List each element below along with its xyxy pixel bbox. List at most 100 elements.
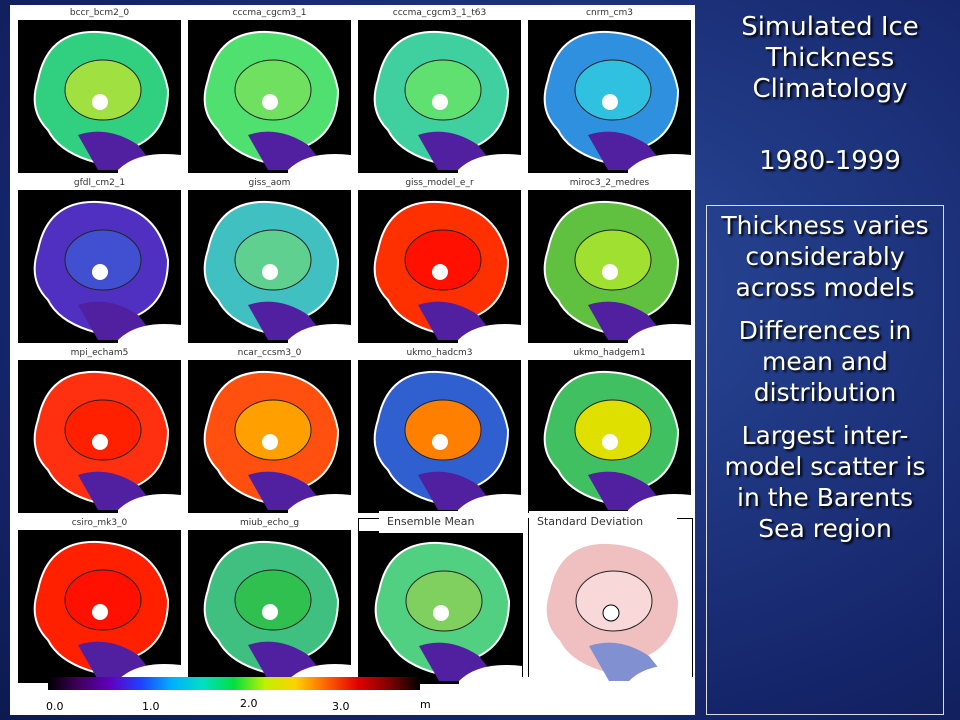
- land: [628, 324, 691, 343]
- model-panel: giss_aom: [188, 178, 351, 343]
- model-panel: giss_model_e_r: [358, 178, 521, 343]
- land: [458, 154, 521, 173]
- ice-map: [528, 20, 691, 173]
- ice-map: [188, 360, 351, 513]
- pole-marker: [602, 264, 618, 280]
- summary-panel: Ensemble Mean: [358, 511, 527, 684]
- pole-marker: [432, 434, 448, 450]
- ice-map: [18, 190, 181, 343]
- land: [629, 665, 692, 684]
- pole-marker: [432, 264, 448, 280]
- ice-core: [234, 569, 312, 631]
- panel-title: miroc3_2_medres: [569, 178, 650, 188]
- colorbar-label: 3.0: [332, 700, 350, 713]
- panel-title: csiro_mk3_0: [71, 518, 128, 528]
- land: [458, 494, 521, 513]
- panel-title: miub_echo_g: [239, 518, 300, 528]
- ice-map: [18, 530, 181, 683]
- colorbar: [48, 677, 420, 690]
- panel-title: cccma_cgcm3_1: [232, 8, 307, 18]
- ice-core: [574, 229, 652, 291]
- pole-marker: [602, 94, 618, 110]
- panel-title: giss_model_e_r: [405, 178, 474, 188]
- pole-marker: [602, 434, 618, 450]
- panel-title: ukmo_hadgem1: [573, 348, 646, 358]
- bullet-point: Differences in mean and distribution: [738, 316, 912, 407]
- model-panel: miub_echo_g: [188, 518, 351, 683]
- pole-marker: [602, 604, 620, 622]
- panel-title: mpi_echam5: [70, 348, 129, 358]
- ice-core: [575, 570, 653, 632]
- model-panel: csiro_mk3_0: [18, 518, 181, 683]
- model-panel: ukmo_hadcm3: [358, 348, 521, 513]
- colorbar-unit: m: [420, 698, 431, 711]
- ice-map: [188, 190, 351, 343]
- ice-map: [358, 190, 521, 343]
- colorbar-label: 2.0: [240, 697, 258, 710]
- colorbar-label: 0.0: [46, 700, 64, 713]
- panel-label: Standard Deviation: [529, 511, 677, 533]
- ice-core: [404, 229, 482, 291]
- land: [118, 154, 181, 173]
- summary-panel: Standard Deviation: [528, 511, 693, 684]
- model-panel: ukmo_hadgem1: [528, 348, 691, 513]
- ice-map: [18, 20, 181, 173]
- slide-title: Simulated Ice Thickness Climatology: [741, 12, 919, 104]
- land: [288, 324, 351, 343]
- ice-core: [234, 229, 312, 291]
- ice-core: [234, 59, 312, 121]
- bullet-point: Thickness varies considerably across mod…: [721, 211, 929, 302]
- ice-map: [529, 531, 692, 684]
- panel-title: ncar_ccsm3_0: [237, 348, 302, 358]
- ice-map: [188, 530, 351, 683]
- land: [458, 324, 521, 343]
- panel-title: gfdl_cm2_1: [73, 178, 126, 188]
- pole-marker: [262, 94, 278, 110]
- ice-core: [64, 569, 142, 631]
- panel-title: giss_aom: [248, 178, 291, 188]
- land: [288, 494, 351, 513]
- model-panel: cnrm_cm3: [528, 8, 691, 173]
- pole-marker: [433, 605, 449, 621]
- ice-core: [574, 399, 652, 461]
- land: [118, 324, 181, 343]
- model-panel: bccr_bcm2_0: [18, 8, 181, 173]
- panel-title: ukmo_hadcm3: [406, 348, 473, 358]
- ice-map: [188, 20, 351, 173]
- pole-marker: [432, 94, 448, 110]
- land: [459, 665, 522, 684]
- pole-marker: [262, 434, 278, 450]
- ice-core: [405, 570, 483, 632]
- panel-label: Ensemble Mean: [379, 511, 527, 533]
- ice-core: [404, 59, 482, 121]
- ice-core: [64, 229, 142, 291]
- bullet-box: Thickness varies considerably across mod…: [706, 205, 944, 715]
- ice-map: [18, 360, 181, 513]
- model-panel: ncar_ccsm3_0: [188, 348, 351, 513]
- ice-core: [404, 399, 482, 461]
- ice-core: [64, 399, 142, 461]
- ice-map: [528, 190, 691, 343]
- bullet-point: Largest inter-model scatter is in the Ba…: [724, 421, 926, 543]
- figure-area: bccr_bcm2_0 cccma_cgcm3_1 cccma_cgcm3_1_t6…: [10, 5, 695, 715]
- pole-marker: [92, 434, 108, 450]
- model-panel: cccma_cgcm3_1_t63: [358, 8, 521, 173]
- ice-map: [358, 360, 521, 513]
- pole-marker: [92, 604, 108, 620]
- ice-map: [358, 20, 521, 173]
- panel-title: cccma_cgcm3_1_t63: [392, 8, 487, 18]
- land: [628, 494, 691, 513]
- model-panel: miroc3_2_medres: [528, 178, 691, 343]
- panel-title: cnrm_cm3: [586, 8, 633, 18]
- pole-marker: [92, 264, 108, 280]
- ice-map: [528, 360, 691, 513]
- model-panel: cccma_cgcm3_1: [188, 8, 351, 173]
- ice-core: [64, 59, 142, 121]
- ice-core: [574, 59, 652, 121]
- period: 1980-1999: [759, 146, 901, 176]
- colorbar-label: 1.0: [142, 700, 160, 713]
- pole-marker: [262, 604, 278, 620]
- model-panel: gfdl_cm2_1: [18, 178, 181, 343]
- panel-title: bccr_bcm2_0: [69, 8, 130, 18]
